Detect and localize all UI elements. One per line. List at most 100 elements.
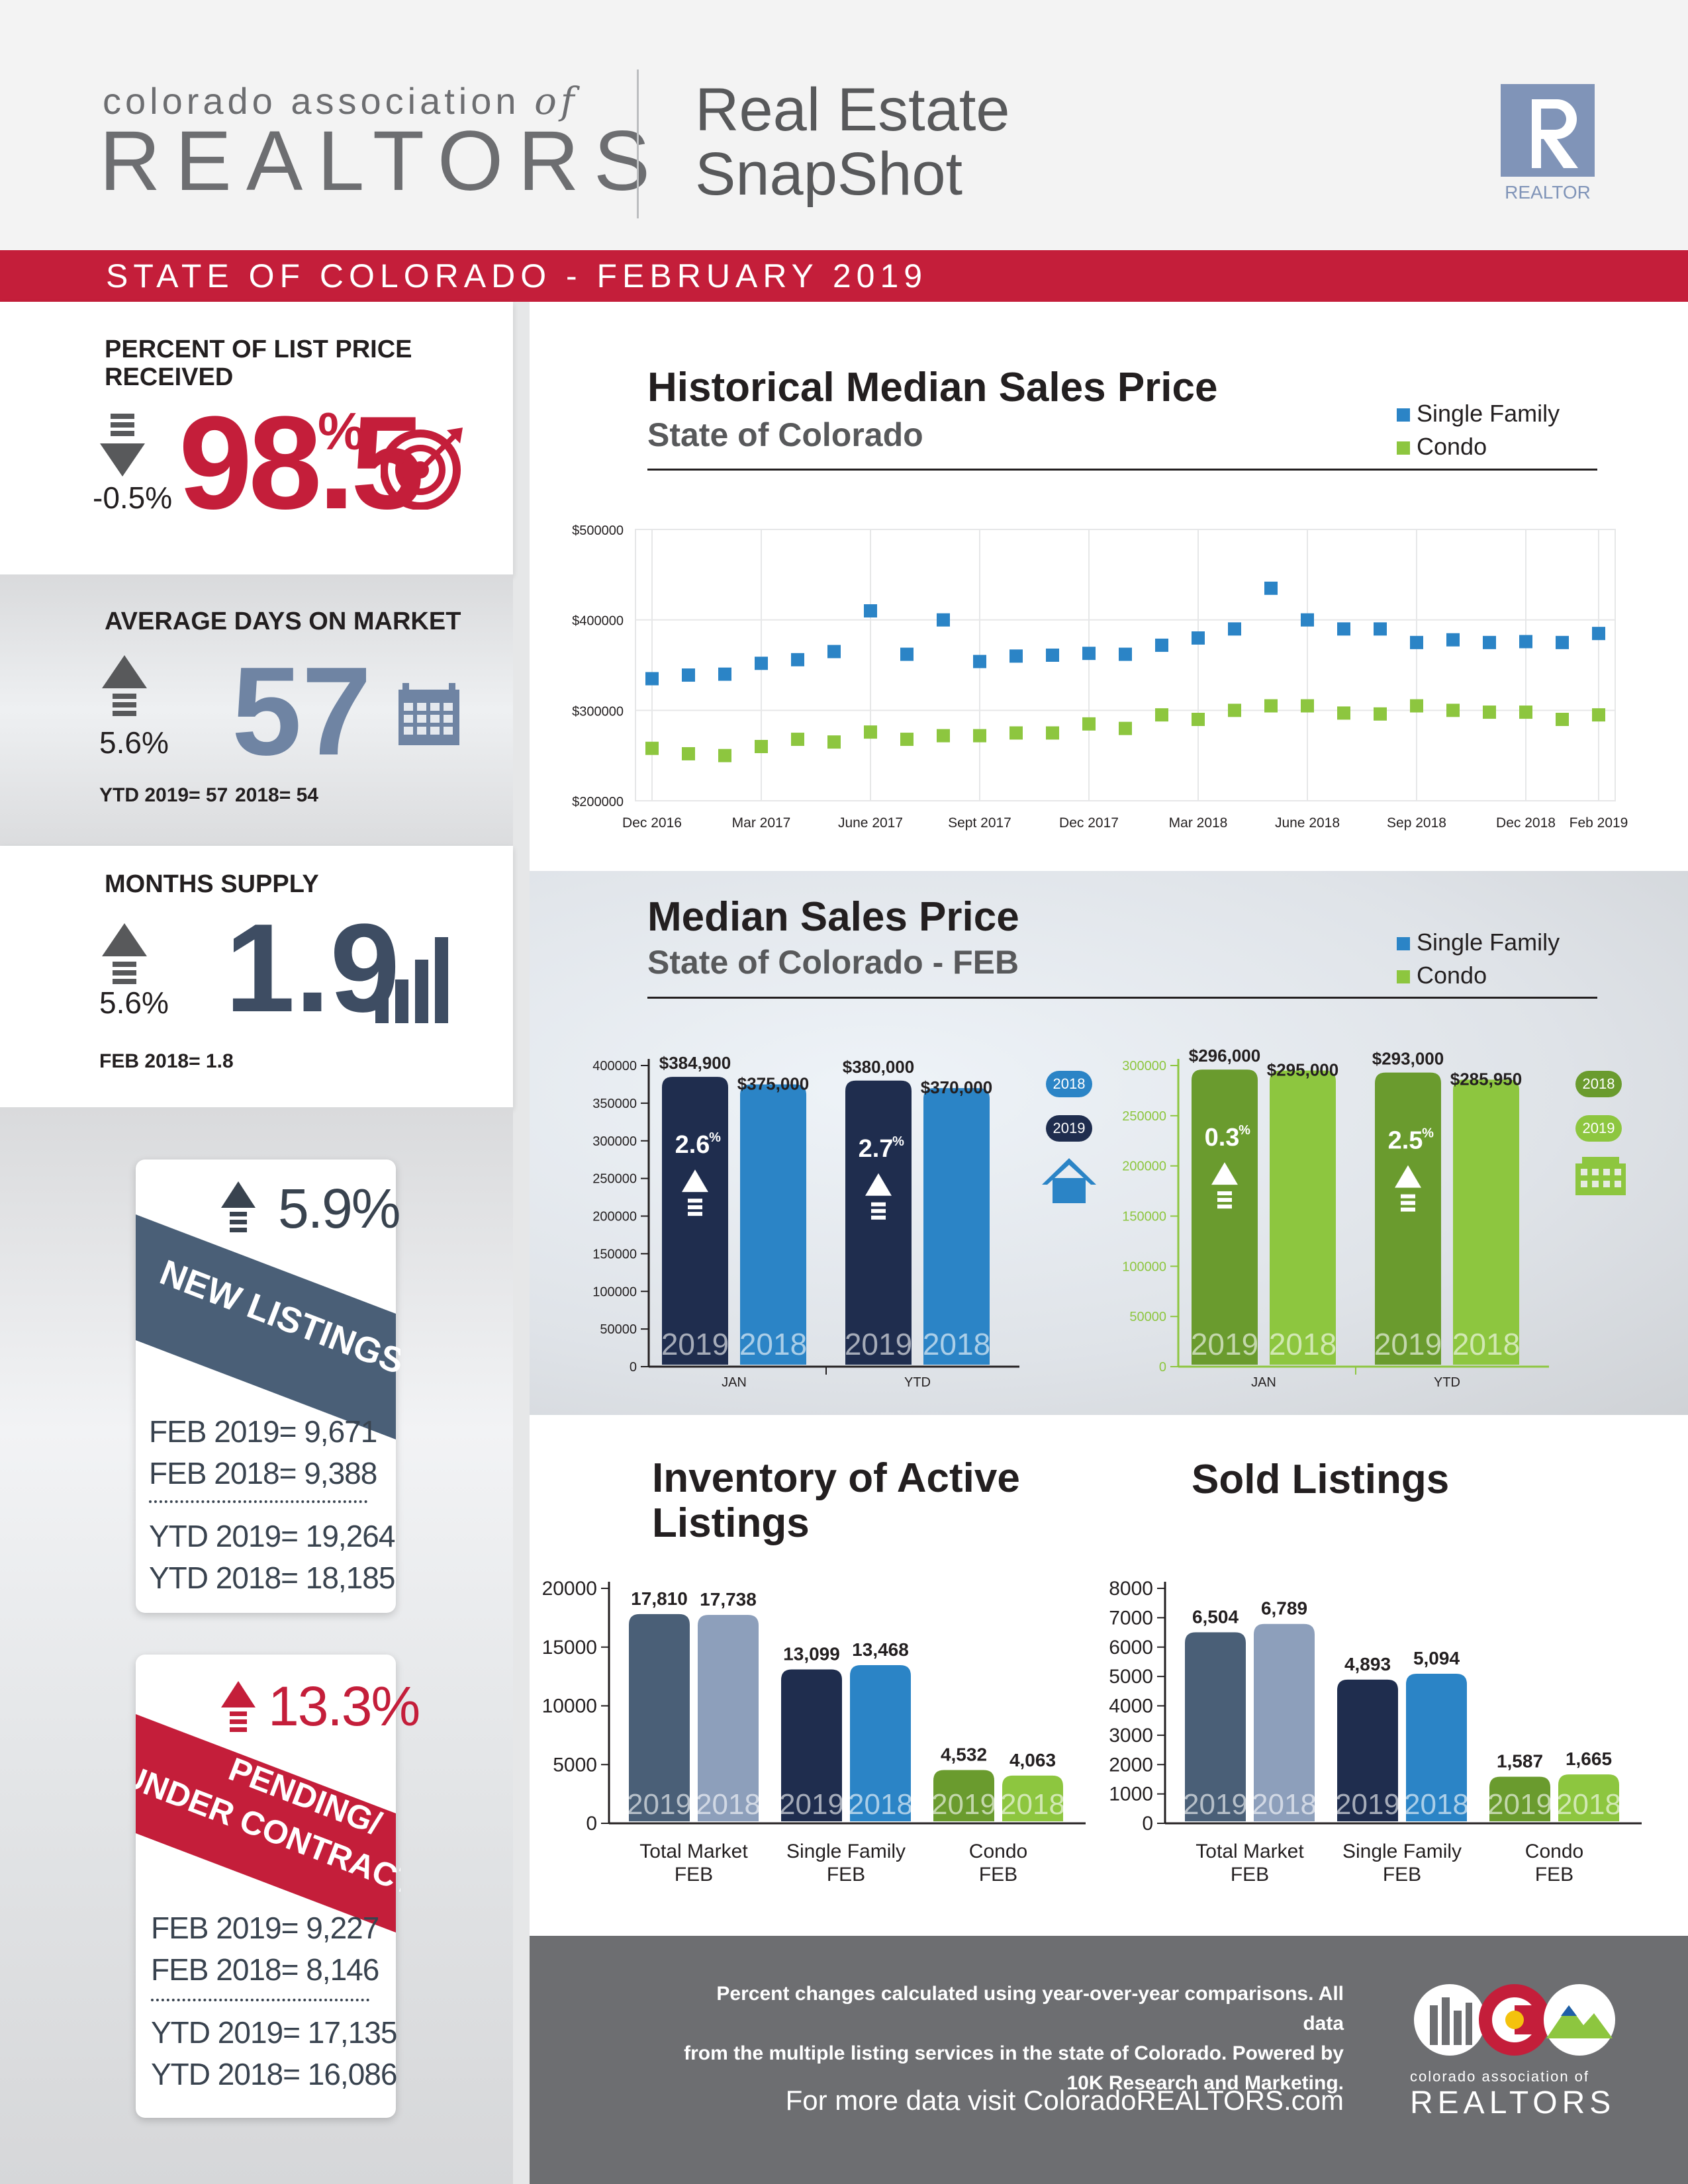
up-arrow-icon <box>1217 1198 1232 1203</box>
footer-org-line2: REALTORS <box>1410 2085 1616 2120</box>
condo-point <box>1192 713 1205 726</box>
x-tick-label: Single Family <box>1342 1841 1462 1862</box>
x-tick-label: FEB <box>827 1864 865 1886</box>
data-label: 4,532 <box>941 1745 987 1765</box>
data-label: $296,000 <box>1189 1046 1260 1066</box>
condo-point <box>1592 708 1605 722</box>
data-label: 4,063 <box>1009 1750 1056 1770</box>
bar-2018 <box>698 1615 759 1821</box>
days-on-market-label: AVERAGE DAYS ON MARKET <box>105 608 461 635</box>
median-legend-sf: Single Family <box>1397 929 1560 956</box>
condo-point <box>900 733 914 747</box>
historical-subtitle: State of Colorado <box>647 416 923 453</box>
median-sf-chart: 400000 350000 300000 250000 200000 150000 1000… <box>592 1053 1096 1390</box>
y-tick-label: $300000 <box>572 704 624 719</box>
single-family-point <box>937 613 950 627</box>
y-tick-label: 8000 <box>1109 1578 1153 1600</box>
house-icon <box>1053 1178 1086 1203</box>
x-tick-label: Dec 2016 <box>622 815 682 831</box>
condo-point <box>755 740 768 753</box>
year-tag-label: 2019 <box>1583 1120 1615 1136</box>
divider <box>149 1500 367 1503</box>
title-band <box>0 250 1688 302</box>
single-family-point <box>1592 627 1605 641</box>
bar-year-label: 2019 <box>779 1788 844 1821</box>
y-tick-label: 0 <box>630 1360 637 1375</box>
x-tick-label: Mar 2018 <box>1169 815 1228 831</box>
data-label: 4,893 <box>1344 1654 1391 1674</box>
data-label: $384,900 <box>659 1053 731 1073</box>
y-tick-label: 3000 <box>1109 1725 1153 1747</box>
pending-ytd: YTD 2019= 17,135 YTD 2018= 16,086 <box>151 2015 397 2091</box>
bar-2018 <box>850 1664 911 1821</box>
bar-year-label: 2018 <box>1252 1788 1317 1821</box>
y-tick-label: 350000 <box>592 1097 637 1111</box>
new-listings-banner: NEW LISTINGS <box>136 1214 400 1439</box>
bar-2019 <box>1192 1069 1258 1365</box>
bar-2019 <box>781 1669 842 1821</box>
bar-2018 <box>923 1088 990 1365</box>
realtor-logo: REALTOR <box>1497 81 1600 203</box>
condo-point <box>827 735 841 749</box>
bar-year-label: 2019 <box>1374 1327 1442 1361</box>
up-arrow-icon <box>871 1208 886 1213</box>
y-tick-label: 4000 <box>1109 1696 1153 1717</box>
new-listings-feb: FEB 2019= 9,671 FEB 2018= 9,388 <box>149 1414 377 1490</box>
header <box>0 0 1688 250</box>
pending-change: 13.3% <box>268 1675 420 1737</box>
x-tick-label: JAN <box>722 1375 747 1390</box>
historical-panel <box>530 302 1688 871</box>
footer <box>530 1936 1688 2184</box>
y-tick-label: 150000 <box>592 1247 637 1261</box>
condo-point <box>718 749 731 762</box>
condo-building-icon <box>1592 1181 1599 1187</box>
change-unit: % <box>1422 1126 1434 1141</box>
historical-legend-condo: Condo <box>1397 433 1487 461</box>
title-band-text: STATE OF COLORADO - FEBRUARY 2019 <box>106 257 928 295</box>
condo-point <box>682 747 695 760</box>
change-unit: % <box>709 1130 721 1145</box>
up-arrow-icon <box>871 1215 886 1220</box>
single-family-point <box>1301 613 1314 627</box>
condo-point <box>1301 699 1314 713</box>
y-tick-label: 0 <box>586 1813 597 1835</box>
median-subtitle: State of Colorado - FEB <box>647 944 1019 981</box>
divider <box>151 1999 369 2001</box>
condo-point <box>1046 726 1059 740</box>
y-tick-label: 400000 <box>592 1059 637 1073</box>
y-tick-label: 10000 <box>543 1696 597 1717</box>
condo-point <box>973 729 986 743</box>
condo-point <box>1519 705 1532 719</box>
y-tick-label: 0 <box>1142 1813 1153 1835</box>
bar-2018 <box>1270 1070 1336 1365</box>
inventory-title: Inventory of Active Listings <box>652 1455 1020 1547</box>
bar-2019 <box>629 1614 690 1821</box>
data-label: 1,665 <box>1566 1749 1612 1769</box>
condo-point <box>864 725 877 739</box>
days-on-market-value: 57 <box>232 641 372 782</box>
sold-title: Sold Listings <box>1192 1457 1450 1502</box>
single-family-point <box>1192 631 1205 645</box>
y-tick-label: 200000 <box>592 1210 637 1224</box>
plot-frame <box>635 529 1616 801</box>
year-tag-label: 2018 <box>1583 1075 1615 1092</box>
condo-point <box>1264 699 1278 713</box>
bar-year-label: 2018 <box>1269 1327 1336 1361</box>
up-arrow-icon <box>1395 1165 1421 1188</box>
up-arrow-icon <box>1401 1194 1415 1199</box>
snapshot-title: Real Estate SnapShot <box>695 76 1010 208</box>
x-tick-label: Mar 2017 <box>732 815 791 831</box>
bar-2019 <box>1337 1679 1398 1821</box>
x-tick-label: Condo <box>969 1841 1027 1862</box>
bar-2018 <box>1453 1079 1519 1365</box>
bar-year-label: 2018 <box>1452 1327 1520 1361</box>
x-tick-label: June 2018 <box>1275 815 1340 831</box>
y-tick-label: 7000 <box>1109 1607 1153 1629</box>
down-arrow-icon <box>100 414 145 477</box>
single-family-point <box>1046 648 1059 662</box>
condo-point <box>1446 704 1460 717</box>
data-label: $295,000 <box>1267 1060 1338 1080</box>
data-label: $285,950 <box>1450 1069 1522 1089</box>
footer-website-link[interactable]: For more data visit ColoradoREALTORS.com <box>785 2085 1344 2116</box>
x-tick-label: Total Market <box>1196 1841 1304 1862</box>
